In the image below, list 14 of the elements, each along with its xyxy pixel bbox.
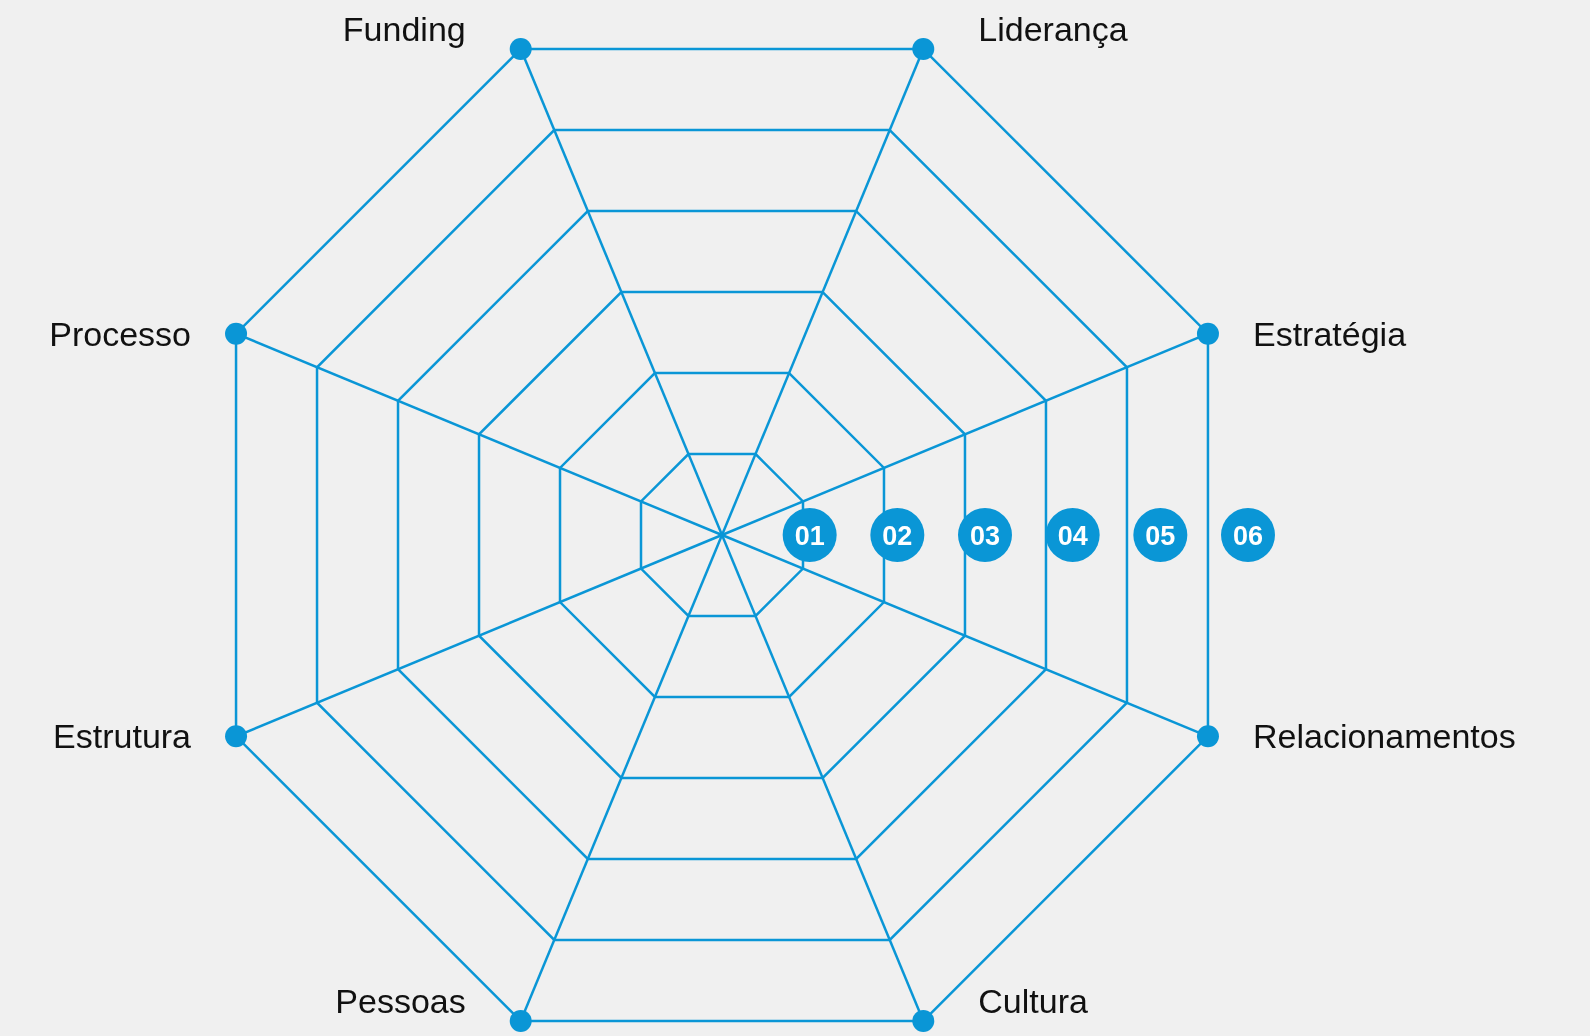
- spoke-label: Pessoas: [335, 981, 466, 1020]
- y-tick-label: 02: [882, 521, 913, 551]
- spoke-label: Cultura: [978, 981, 1088, 1020]
- spoke-label: Estrutura: [53, 717, 192, 756]
- spoke-label: Relacionamentos: [1252, 717, 1516, 756]
- y-tick-label: 01: [794, 521, 825, 551]
- y-tick-label: 05: [1145, 521, 1176, 551]
- y-tick-label: 03: [969, 521, 1001, 551]
- y-tick-label: 06: [1232, 521, 1264, 551]
- spoke-label: Funding: [342, 10, 466, 49]
- y-tick-label: 04: [1057, 521, 1088, 551]
- spoke-label: Liderança: [978, 10, 1128, 49]
- spoke-label: Processo: [49, 314, 192, 353]
- spoke-label: Estratégia: [1252, 314, 1407, 353]
